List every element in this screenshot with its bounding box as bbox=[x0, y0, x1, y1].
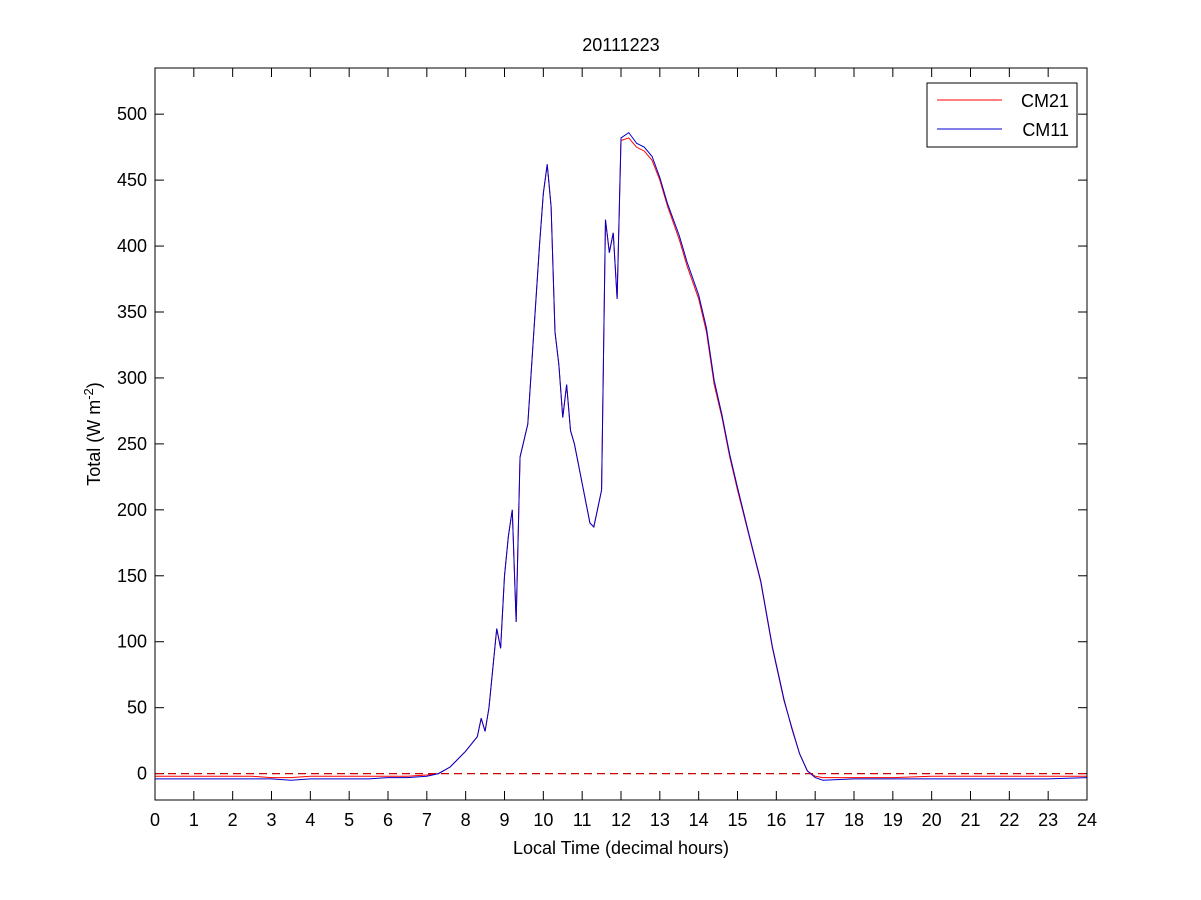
x-axis-label: Local Time (decimal hours) bbox=[513, 838, 729, 858]
legend-label: CM11 bbox=[1022, 120, 1069, 140]
x-tick-label: 1 bbox=[189, 810, 199, 830]
x-tick-label: 0 bbox=[150, 810, 160, 830]
x-tick-label: 19 bbox=[883, 810, 903, 830]
line-series bbox=[155, 131, 1088, 781]
y-tick-label: 150 bbox=[117, 566, 147, 586]
x-tick-label: 12 bbox=[611, 810, 631, 830]
y-tick-label: 300 bbox=[117, 368, 147, 388]
x-tick-label: 6 bbox=[383, 810, 393, 830]
y-axis-label: Total (W m-2) bbox=[81, 382, 104, 486]
legend-label: CM21 bbox=[1021, 91, 1069, 111]
x-tick-label: 14 bbox=[689, 810, 709, 830]
y-axis-label-main: Total (W m bbox=[84, 400, 104, 486]
x-tick-label: 7 bbox=[422, 810, 432, 830]
y-tick-label: 500 bbox=[117, 104, 147, 124]
chart-title: 20111223 bbox=[582, 35, 659, 55]
x-tick-label: 15 bbox=[727, 810, 747, 830]
x-tick-label: 2 bbox=[228, 810, 238, 830]
x-tick-label: 4 bbox=[305, 810, 315, 830]
plot-frame bbox=[154, 67, 1088, 801]
y-tick-label: 400 bbox=[117, 236, 147, 256]
x-tick-label: 17 bbox=[805, 810, 825, 830]
x-tick-label: 24 bbox=[1077, 810, 1097, 830]
y-tick-label: 350 bbox=[117, 302, 147, 322]
x-tick-label: 16 bbox=[766, 810, 786, 830]
x-tick-label: 20 bbox=[922, 810, 942, 830]
y-tick-label: 100 bbox=[117, 632, 147, 652]
x-tick-label: 21 bbox=[960, 810, 980, 830]
y-tick-label: 450 bbox=[117, 170, 147, 190]
y-tick-label: 0 bbox=[137, 764, 147, 784]
x-tick-label: 10 bbox=[533, 810, 553, 830]
y-axis-label-end: ) bbox=[84, 382, 104, 388]
y-tick-label: 250 bbox=[117, 434, 147, 454]
x-tick-label: 9 bbox=[499, 810, 509, 830]
x-tick-label: 22 bbox=[999, 810, 1019, 830]
x-tick-label: 13 bbox=[650, 810, 670, 830]
x-tick-label: 11 bbox=[573, 810, 592, 830]
x-tick-label: 23 bbox=[1038, 810, 1058, 830]
x-tick-label: 3 bbox=[266, 810, 276, 830]
x-tick-label: 5 bbox=[344, 810, 354, 830]
x-tick-label: 18 bbox=[844, 810, 864, 830]
legend-box bbox=[926, 82, 1078, 148]
y-axis-label-sup: -2 bbox=[81, 388, 96, 400]
y-tick-label: 50 bbox=[127, 698, 147, 718]
y-tick-label: 200 bbox=[117, 500, 147, 520]
x-tick-label: 8 bbox=[461, 810, 471, 830]
